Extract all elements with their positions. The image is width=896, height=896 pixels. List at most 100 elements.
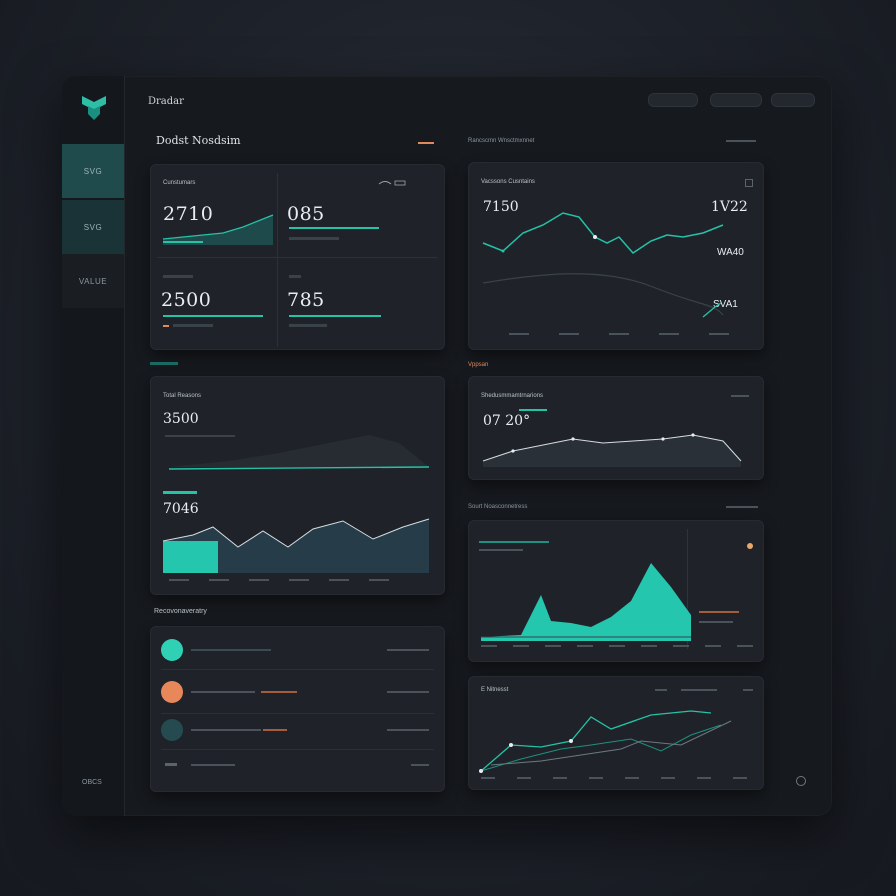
multi-line-legend-2 — [681, 689, 717, 691]
sidebar-item-2[interactable]: SVG — [62, 200, 124, 254]
kpi-sub-2 — [289, 237, 339, 240]
activity-row-4-right — [411, 764, 429, 766]
kpi-bar-1 — [163, 241, 203, 243]
activity-row-4-icon[interactable] — [165, 763, 177, 766]
title-accent — [418, 142, 434, 144]
settings-icon[interactable] — [796, 776, 806, 786]
area-card — [468, 520, 764, 662]
kpi-value-2: 085 — [287, 203, 325, 225]
small-card-chart — [482, 433, 742, 467]
sidebar-footer[interactable]: OBCS — [82, 779, 102, 786]
area-card-chart — [481, 563, 691, 641]
trend-tag — [163, 491, 197, 494]
trend-axis — [169, 579, 409, 581]
trend-area-chart — [162, 518, 430, 573]
activity-avatar-1[interactable] — [161, 639, 183, 661]
small-card-value: 07 20° — [483, 413, 531, 429]
trend-top-chart — [168, 435, 430, 470]
multi-line-legend-1 — [655, 689, 667, 691]
section-marker — [150, 362, 178, 365]
activity-row-4-text — [191, 764, 235, 766]
area-card-action[interactable] — [726, 506, 758, 508]
sidebar: SVG SVG VALUE OBCS — [62, 76, 125, 816]
multi-line-chart — [479, 710, 732, 773]
kpi-value-1: 2710 — [163, 203, 214, 225]
activity-row-1-text — [191, 649, 271, 651]
small-card-tag — [519, 409, 547, 411]
activity-title: Recovonaveratry — [154, 608, 207, 615]
status-dot[interactable] — [747, 543, 753, 549]
activity-row-2-right — [387, 691, 429, 693]
trend-card: Total Reasons 3500 7046 — [150, 376, 445, 595]
page-title: Dodst Nosdsim — [156, 134, 241, 147]
trend-card-title: Total Reasons — [163, 393, 202, 399]
multi-line-card: E Nitnesst — [468, 676, 764, 790]
small-chart-card: Shedusmmamtrnarions 07 20° — [468, 376, 764, 480]
area-card-side-2 — [699, 621, 733, 623]
divider — [277, 173, 278, 347]
row-divider — [161, 713, 434, 714]
kpi-bar-4 — [289, 315, 381, 317]
sidebar-item-label: SVG — [83, 222, 103, 232]
line-card-value: 7150 — [483, 199, 519, 215]
sidebar-item-label: SVG — [83, 166, 103, 176]
sidebar-item-1[interactable]: SVG — [62, 144, 124, 198]
line-card-right-2: WA40 — [717, 247, 744, 258]
divider — [157, 257, 438, 258]
kpi-value-4: 785 — [287, 289, 325, 311]
area-card-legend — [479, 541, 549, 543]
header-pill-1[interactable] — [648, 93, 698, 107]
area-card-side-1 — [699, 611, 739, 613]
area-card-section: Sourt Noasconnetress — [468, 504, 528, 510]
line-card-right-3: SVA1 — [713, 299, 738, 310]
line-card: Vacssons Cusntains 7150 1V22 WA40 SVA1 — [468, 162, 764, 350]
trend-value-2: 7046 — [163, 501, 199, 517]
activity-card — [150, 626, 445, 792]
right-section-title: Rancscmn Wnsctmxnnet — [468, 138, 535, 144]
kpi-sub-3b — [173, 324, 213, 327]
divider — [687, 529, 688, 649]
area-card-axis — [481, 645, 753, 647]
multi-line-legend-3 — [743, 689, 753, 691]
activity-row-3-right — [387, 729, 429, 731]
kpi-card-title: Cunstumars — [163, 180, 196, 186]
area-card-legend-2 — [479, 549, 523, 551]
trend-value-1: 3500 — [163, 411, 199, 427]
line-card-right-1: 1V22 — [711, 199, 748, 215]
kpi-sub-4 — [289, 275, 301, 278]
header-pill-3[interactable] — [771, 93, 815, 107]
activity-row-1-right — [387, 649, 429, 651]
multi-line-title: E Nitnesst — [481, 687, 509, 693]
kpi-sub-3 — [163, 275, 193, 278]
kpi-sub-4b — [289, 324, 327, 327]
sidebar-item-3[interactable]: VALUE — [62, 254, 124, 308]
kpi-bar-2 — [289, 227, 379, 229]
trend-sub — [165, 435, 235, 437]
line-card-chart — [482, 212, 724, 318]
small-card-right — [731, 395, 749, 397]
activity-avatar-2[interactable] — [161, 681, 183, 703]
sidebar-item-label: VALUE — [78, 276, 108, 286]
line-card-axis — [509, 333, 729, 335]
kpi-bar-3 — [163, 315, 263, 317]
activity-row-2-tag — [261, 691, 297, 693]
dropdown-icon[interactable] — [377, 179, 407, 187]
small-card-title: Shedusmmamtrnarions — [481, 393, 544, 399]
dashboard-window: SVG SVG VALUE OBCS Dradar Dodst Nosdsim … — [62, 76, 832, 816]
multi-line-axis — [481, 777, 753, 779]
activity-row-3-tag — [263, 729, 287, 731]
row-divider — [161, 669, 434, 670]
header-pill-2[interactable] — [710, 93, 762, 107]
kpi-bar-3-orange — [163, 325, 169, 327]
small-card-section: Vppsan — [468, 362, 489, 368]
kpi-card: Cunstumars 2710 085 2500 785 — [150, 164, 445, 350]
activity-avatar-3[interactable] — [161, 719, 183, 741]
right-section-action[interactable] — [726, 140, 756, 142]
activity-row-2-text — [191, 691, 255, 693]
row-divider — [161, 749, 434, 750]
activity-row-3-text — [191, 729, 261, 731]
kpi-sparkline-1 — [162, 214, 274, 245]
g-logo-icon[interactable] — [80, 92, 108, 124]
kpi-value-3: 2500 — [161, 289, 212, 311]
expand-icon[interactable] — [745, 179, 753, 187]
